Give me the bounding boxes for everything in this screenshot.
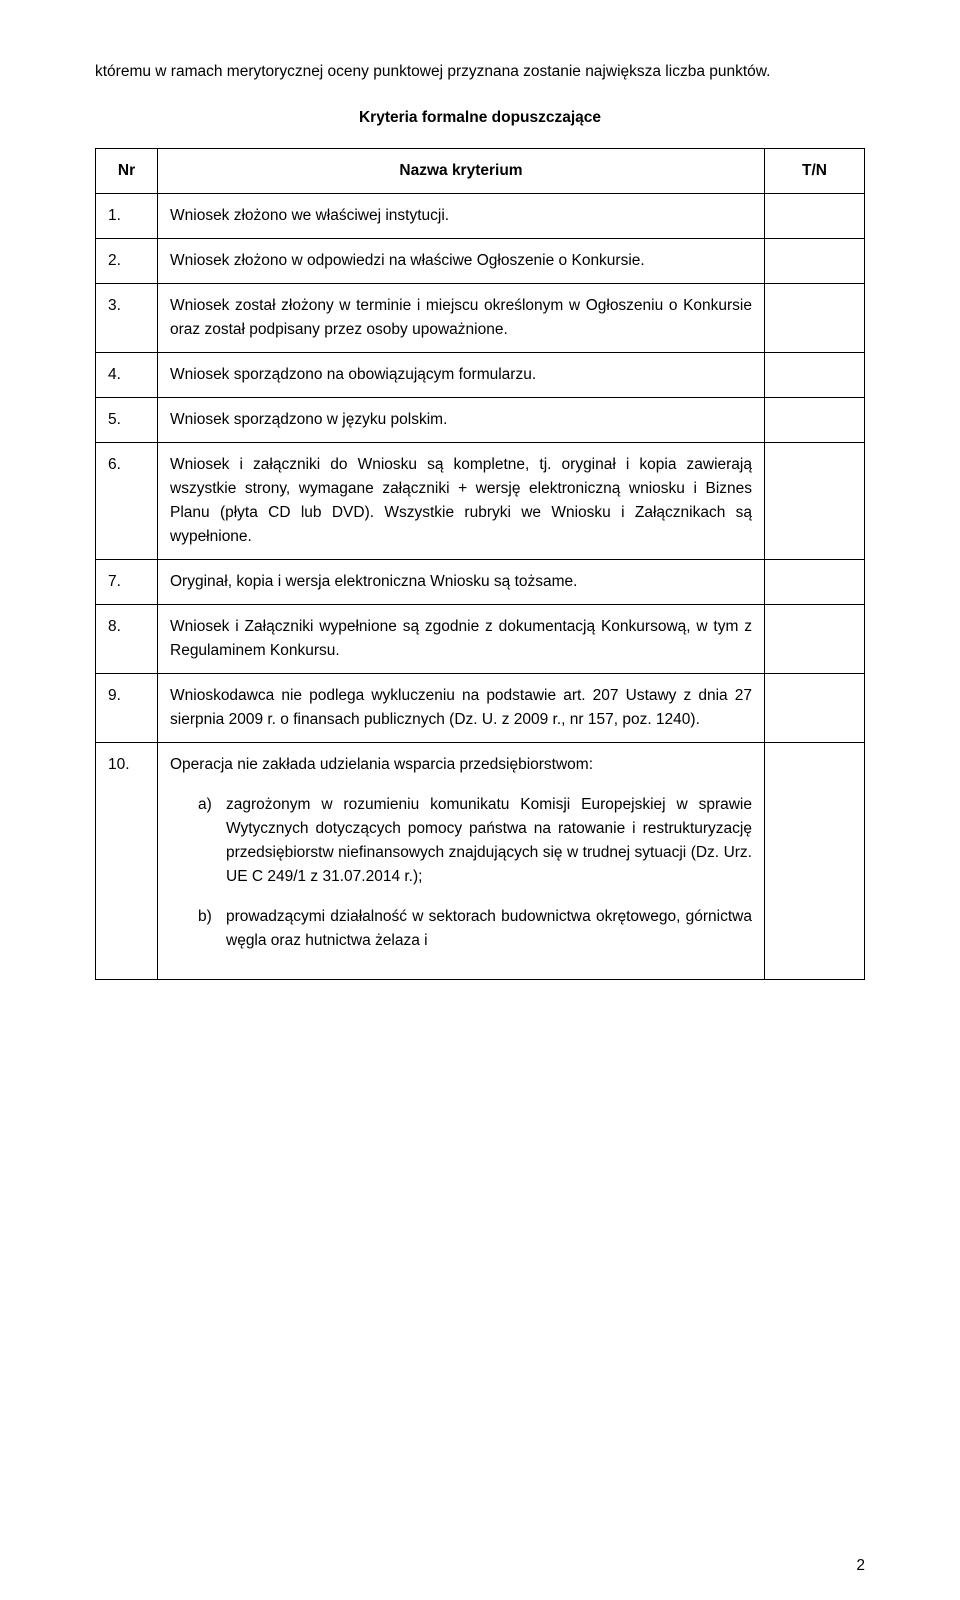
row-desc-text: Wniosek został złożony w terminie i miej…: [170, 294, 752, 342]
row-tn: [765, 560, 865, 605]
sublist-text: zagrożonym w rozumieniu komunikatu Komis…: [226, 796, 752, 885]
row-nr: 1.: [96, 194, 158, 239]
row-desc-text: Wniosek złożono w odpowiedzi na właściwe…: [170, 249, 752, 273]
header-name: Nazwa kryterium: [158, 149, 765, 194]
row-nr: 7.: [96, 560, 158, 605]
criteria-table: Nr Nazwa kryterium T/N 1. Wniosek złożono…: [95, 148, 865, 980]
row-desc-text: Wniosek złożono we właściwej instytucji.: [170, 204, 752, 228]
row-description: Wniosek i Załączniki wypełnione są zgodn…: [158, 605, 765, 674]
row-desc-text: Wniosek sporządzono w języku polskim.: [170, 408, 752, 432]
sublist-text: prowadzącymi działalność w sektorach bud…: [226, 908, 752, 949]
row-description: Wniosek i załączniki do Wniosku są kompl…: [158, 443, 765, 560]
table-title: Kryteria formalne dopuszczające: [95, 106, 865, 130]
row-nr: 8.: [96, 605, 158, 674]
row-tn: [765, 353, 865, 398]
row-description: Wniosek sporządzono w języku polskim.: [158, 398, 765, 443]
row-tn: [765, 743, 865, 980]
row-description: Wniosek został złożony w terminie i miej…: [158, 284, 765, 353]
table-row: 9.Wnioskodawca nie podlega wykluczeniu n…: [96, 674, 865, 743]
table-row: 3.Wniosek został złożony w terminie i mi…: [96, 284, 865, 353]
row-nr: 9.: [96, 674, 158, 743]
table-row: 8.Wniosek i Załączniki wypełnione są zgo…: [96, 605, 865, 674]
row-nr: 6.: [96, 443, 158, 560]
table-row: 2. Wniosek złożono w odpowiedzi na właści…: [96, 239, 865, 284]
intro-paragraph: któremu w ramach merytorycznej oceny pun…: [95, 60, 865, 84]
row-nr: 3.: [96, 284, 158, 353]
row-description: Wniosek sporządzono na obowiązującym for…: [158, 353, 765, 398]
row-description: Wniosek złożono we właściwej instytucji.: [158, 194, 765, 239]
row-nr: 4.: [96, 353, 158, 398]
row-desc-text: Operacja nie zakłada udzielania wsparcia…: [170, 753, 752, 777]
row-tn: [765, 605, 865, 674]
table-row: 4. Wniosek sporządzono na obowiązującym f…: [96, 353, 865, 398]
row-description: Wnioskodawca nie podlega wykluczeniu na …: [158, 674, 765, 743]
row-description: Operacja nie zakłada udzielania wsparcia…: [158, 743, 765, 980]
row-desc-text: Oryginał, kopia i wersja elektroniczna W…: [170, 570, 752, 594]
row-desc-text: Wniosek i załączniki do Wniosku są kompl…: [170, 453, 752, 549]
table-header-row: Nr Nazwa kryterium T/N: [96, 149, 865, 194]
row-desc-text: Wniosek i Załączniki wypełnione są zgodn…: [170, 615, 752, 663]
table-row: 5. Wniosek sporządzono w języku polskim.: [96, 398, 865, 443]
row-tn: [765, 674, 865, 743]
table-row: 7. Oryginał, kopia i wersja elektroniczna…: [96, 560, 865, 605]
page-number: 2: [856, 1554, 865, 1578]
row-desc-text: Wnioskodawca nie podlega wykluczeniu na …: [170, 684, 752, 732]
table-row: 6.Wniosek i załączniki do Wniosku są kom…: [96, 443, 865, 560]
table-row: 1. Wniosek złożono we właściwej instytucj…: [96, 194, 865, 239]
row-desc-text: Wniosek sporządzono na obowiązującym for…: [170, 363, 752, 387]
row-tn: [765, 239, 865, 284]
row-nr: 10.: [96, 743, 158, 980]
sublist: a) zagrożonym w rozumieniu komunikatu Kom…: [170, 793, 752, 953]
row-nr: 2.: [96, 239, 158, 284]
row-tn: [765, 194, 865, 239]
header-tn: T/N: [765, 149, 865, 194]
sublist-marker: a): [198, 793, 212, 817]
sublist-marker: b): [198, 905, 212, 929]
row-tn: [765, 284, 865, 353]
header-nr: Nr: [96, 149, 158, 194]
row-nr: 5.: [96, 398, 158, 443]
sublist-item: b) prowadzącymi działalność w sektorach b…: [198, 905, 752, 953]
sublist-item: a) zagrożonym w rozumieniu komunikatu Kom…: [198, 793, 752, 889]
row-description: Oryginał, kopia i wersja elektroniczna W…: [158, 560, 765, 605]
row-tn: [765, 443, 865, 560]
row-tn: [765, 398, 865, 443]
row-description: Wniosek złożono w odpowiedzi na właściwe…: [158, 239, 765, 284]
table-row: 10. Operacja nie zakłada udzielania wspar…: [96, 743, 865, 980]
